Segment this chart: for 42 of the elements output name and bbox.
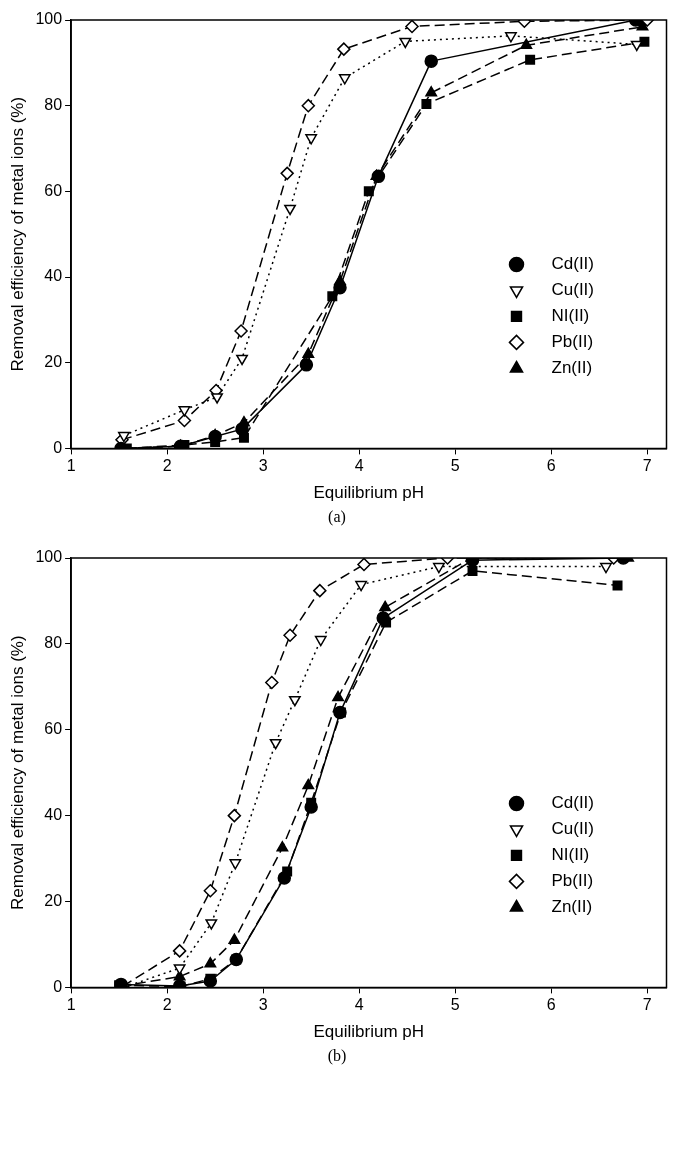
legend-label: Pb(II) <box>551 871 594 891</box>
x-tick-label: 2 <box>162 996 172 1014</box>
y-tick-label: 20 <box>44 353 63 371</box>
y-tick-label: 0 <box>53 438 63 456</box>
x-tick-label: 4 <box>354 457 364 475</box>
y-tick-label: 80 <box>44 96 63 114</box>
legend-label: Cu(II) <box>551 819 594 839</box>
x-tick-label: 1 <box>66 457 76 475</box>
y-axis-title: Removal efficiency of metal ions (%) <box>7 96 27 372</box>
y-tick-label: 20 <box>44 891 63 909</box>
x-tick-label: 6 <box>546 996 556 1014</box>
legend-label: Cd(II) <box>551 793 594 813</box>
y-tick-label: 60 <box>44 181 63 199</box>
x-tick-label: 5 <box>450 457 460 475</box>
legend-label: Cu(II) <box>551 280 594 300</box>
y-tick-label: 60 <box>44 720 63 738</box>
x-tick-label: 1 <box>66 996 76 1014</box>
x-tick-label: 4 <box>354 996 364 1014</box>
y-tick-label: 100 <box>35 548 63 566</box>
text: (b) <box>326 1047 348 1067</box>
x-axis-title: Equilibrium pH <box>313 1022 425 1042</box>
x-tick-label: 7 <box>642 457 652 475</box>
legend-label: NI(II) <box>551 845 590 865</box>
text: (a) <box>327 508 347 528</box>
x-tick-label: 2 <box>162 457 172 475</box>
legend-label: Pb(II) <box>551 332 594 352</box>
legend-label: Cd(II) <box>551 254 594 274</box>
y-tick-label: 40 <box>44 806 63 824</box>
x-tick-label: 3 <box>258 457 268 475</box>
y-tick-label: 0 <box>53 977 63 995</box>
x-tick-label: 5 <box>450 996 460 1014</box>
y-tick-label: 40 <box>44 267 63 285</box>
y-tick-label: 100 <box>35 10 63 28</box>
y-axis-title: Removal efficiency of metal ions (%) <box>7 635 27 911</box>
x-tick-label: 7 <box>642 996 652 1014</box>
legend-label: Zn(II) <box>551 897 593 917</box>
legend-label: NI(II) <box>551 306 590 326</box>
legend-label: Zn(II) <box>551 358 593 378</box>
x-tick-label: 6 <box>546 457 556 475</box>
y-tick-label: 80 <box>44 634 63 652</box>
x-axis-title: Equilibrium pH <box>313 483 425 503</box>
x-tick-label: 3 <box>258 996 268 1014</box>
